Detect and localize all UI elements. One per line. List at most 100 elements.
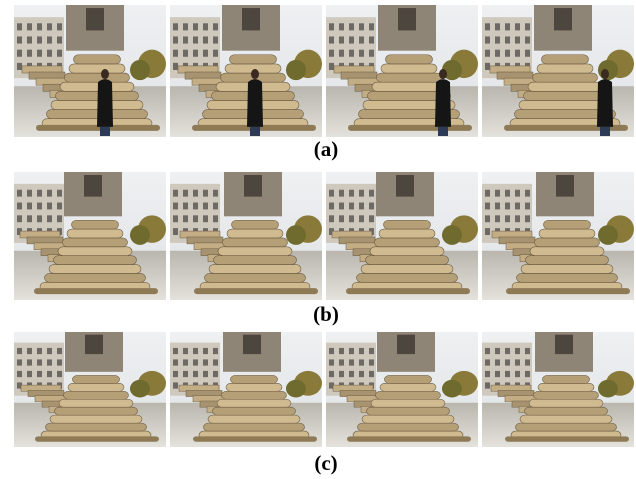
image-panel [326,172,478,300]
window [329,371,334,377]
window [329,36,334,43]
window [525,371,530,377]
window [329,359,334,365]
step [543,375,590,383]
window [329,348,334,354]
window [349,190,354,197]
window [515,23,520,30]
window [37,50,42,57]
step [384,220,431,229]
step [520,415,612,423]
step [381,64,437,73]
window [193,215,198,222]
window [17,50,22,57]
window [17,36,22,43]
window [515,215,520,222]
window [173,228,178,235]
step [539,229,595,238]
window [359,50,364,57]
window [37,36,42,43]
window [173,36,178,43]
base [347,436,471,441]
step [544,220,591,229]
window [485,215,490,222]
window [173,190,178,197]
step [56,91,139,100]
window [485,190,490,197]
window [47,23,52,30]
step [358,423,459,431]
window [485,63,490,70]
step [214,256,297,265]
tower-detail [396,175,414,197]
window [17,215,22,222]
window [193,371,198,377]
image-panel [170,172,322,300]
person-head [439,69,447,79]
window [505,348,510,354]
window [515,36,520,43]
window [173,63,178,70]
window [193,348,198,354]
image-panel [326,5,478,137]
step [59,399,133,407]
window [505,190,510,197]
window [495,50,500,57]
window [47,203,52,210]
window [495,203,500,210]
step [63,238,128,247]
step [72,220,119,229]
window [173,371,178,377]
window [525,190,530,197]
row-label: (a) [314,137,339,161]
step [362,415,454,423]
base [346,288,470,294]
step [74,55,121,64]
tree [598,380,618,398]
window [495,190,500,197]
window [213,50,218,57]
tower-detail [243,335,261,354]
step [517,273,618,282]
step [526,256,609,265]
step [67,229,123,238]
window [27,348,32,354]
window [47,215,52,222]
window [213,36,218,43]
window [193,190,198,197]
window [369,190,374,197]
window [183,371,188,377]
image-panel [482,5,634,137]
window [359,23,364,30]
step [535,238,600,247]
step [377,73,442,82]
window [349,50,354,57]
step [55,407,138,415]
window [485,203,490,210]
image-panel [482,172,634,300]
step [380,383,436,391]
window [329,63,334,70]
step [227,229,283,238]
window [203,190,208,197]
window [173,348,178,354]
figure: (a) (b) (c) [0,0,636,479]
window [505,36,510,43]
window [193,36,198,43]
base [506,288,630,294]
person-body [597,79,613,127]
base [193,436,317,441]
window [339,359,344,365]
tower-detail [554,8,572,30]
window [505,50,510,57]
window [37,203,42,210]
window [349,359,354,365]
window [37,371,42,377]
step [51,100,143,109]
window [339,50,344,57]
window [183,50,188,57]
window [47,371,52,377]
window [173,382,178,388]
person-head [251,69,259,79]
window [213,371,218,377]
